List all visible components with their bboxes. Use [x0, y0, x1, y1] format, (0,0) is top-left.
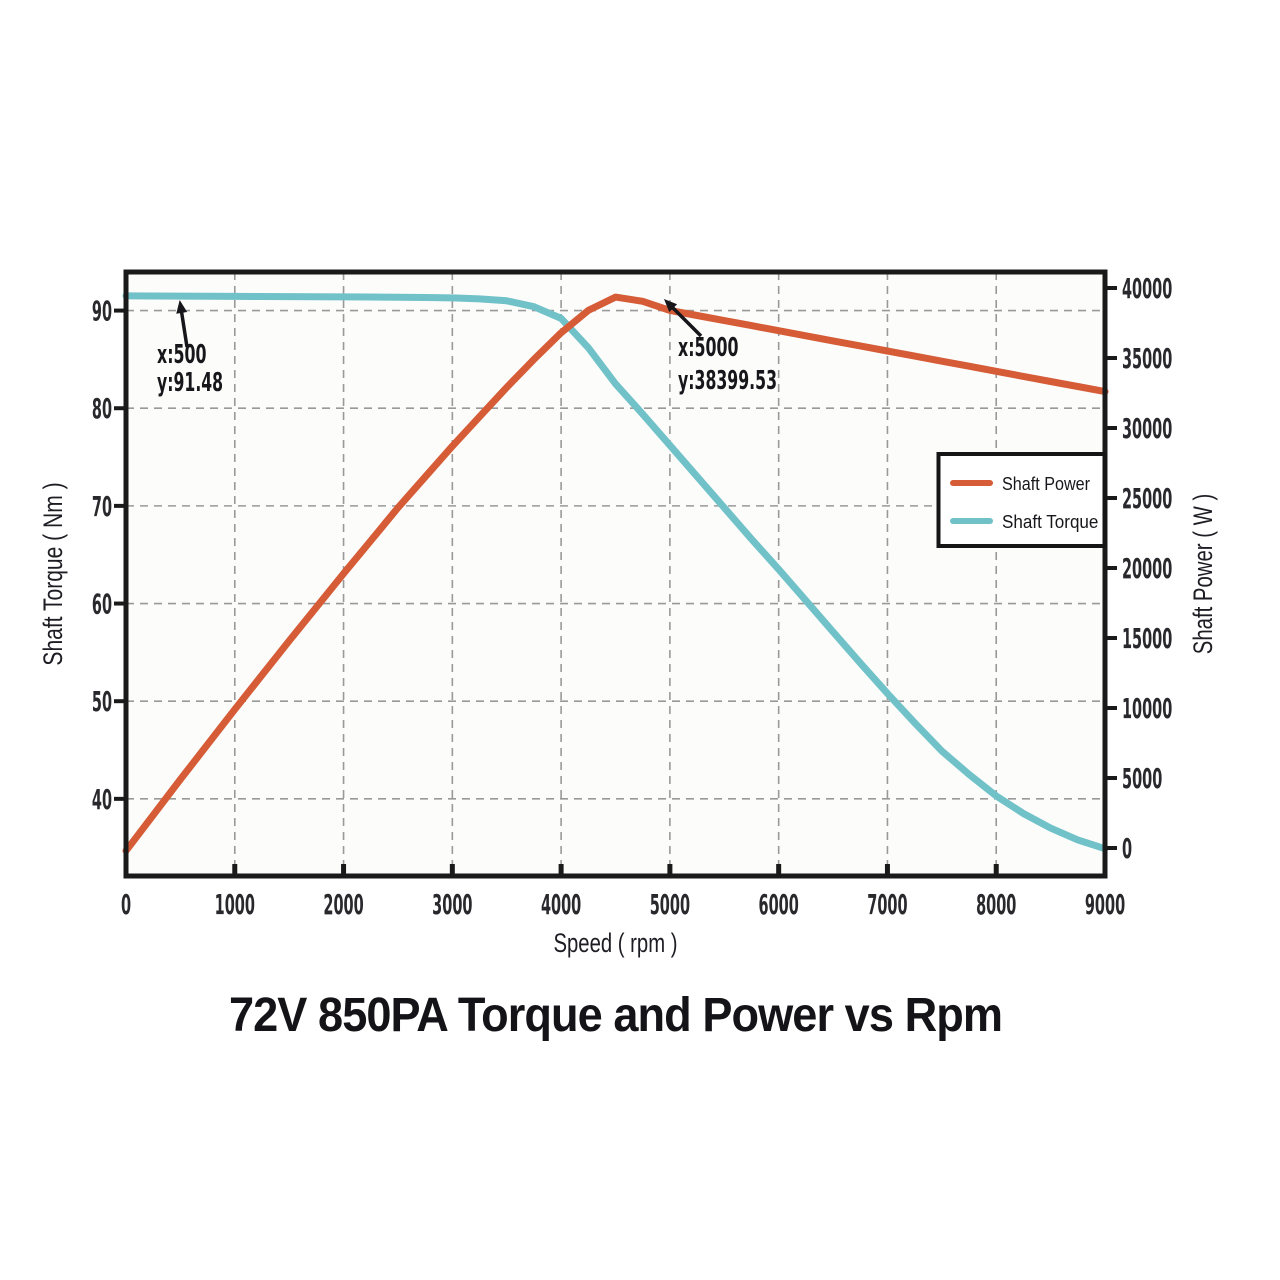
x-axis-title: Speed ( rpm ) — [554, 928, 678, 958]
legend-label-1: Shaft Power — [1002, 474, 1090, 494]
y-right-tick-label: 15000 — [1122, 622, 1172, 655]
y-left-tick-label: 40 — [92, 783, 112, 816]
y-right-axis-title: Shaft Power ( W ) — [1188, 494, 1218, 655]
y-left-axis-title: Shaft Torque ( Nm ) — [38, 482, 68, 665]
y-left-tick-label: 80 — [92, 392, 112, 425]
x-tick-label: 6000 — [759, 888, 799, 921]
y-right-tick-label: 5000 — [1122, 762, 1162, 795]
y-right-tick-label: 40000 — [1122, 272, 1172, 305]
y-left-tick-label: 60 — [92, 588, 112, 621]
y-right-tick-label: 20000 — [1122, 552, 1172, 585]
annotation-arrowhead — [664, 299, 678, 313]
x-tick-label: 2000 — [323, 888, 363, 921]
annotation-2-line2: y:38399.53 — [678, 366, 777, 396]
y-right-tick-label: 10000 — [1122, 692, 1172, 725]
x-tick-label: 3000 — [432, 888, 472, 921]
plot-background — [126, 272, 1105, 876]
x-tick-label: 5000 — [650, 888, 690, 921]
legend-label-2: Shaft Torque — [1002, 512, 1098, 532]
x-tick-label: 9000 — [1085, 888, 1125, 921]
curve-shaft-power — [122, 293, 1109, 855]
annotation-1-line1: x:500 — [157, 340, 207, 370]
y-right-tick-label: 35000 — [1122, 342, 1172, 375]
y-left-tick-label: 50 — [92, 685, 112, 718]
plot-border — [123, 269, 1108, 879]
y-right-tick-label: 0 — [1122, 832, 1132, 865]
x-tick-label: 8000 — [976, 888, 1016, 921]
y-right-tick-label: 30000 — [1122, 412, 1172, 445]
annotation-arrowhead — [176, 300, 188, 314]
y-left-tick-label: 70 — [92, 490, 112, 523]
x-tick-label: 7000 — [867, 888, 907, 921]
annotation-1-line2: y:91.48 — [157, 368, 223, 398]
x-tick-label: 0 — [121, 888, 131, 921]
y-right-tick-label: 25000 — [1122, 482, 1172, 515]
x-tick-label: 4000 — [541, 888, 581, 921]
y-left-tick-label: 90 — [92, 295, 112, 328]
curve-shaft-torque — [122, 292, 1109, 853]
chart-title: 72V 850PA Torque and Power vs Rpm — [228, 989, 1003, 1042]
legend-box — [936, 452, 1107, 548]
annotation-arrow-line — [179, 310, 189, 348]
annotation-arrow-line — [670, 305, 703, 338]
x-tick-label: 1000 — [215, 888, 255, 921]
annotation-2-line1: x:5000 — [678, 333, 739, 363]
